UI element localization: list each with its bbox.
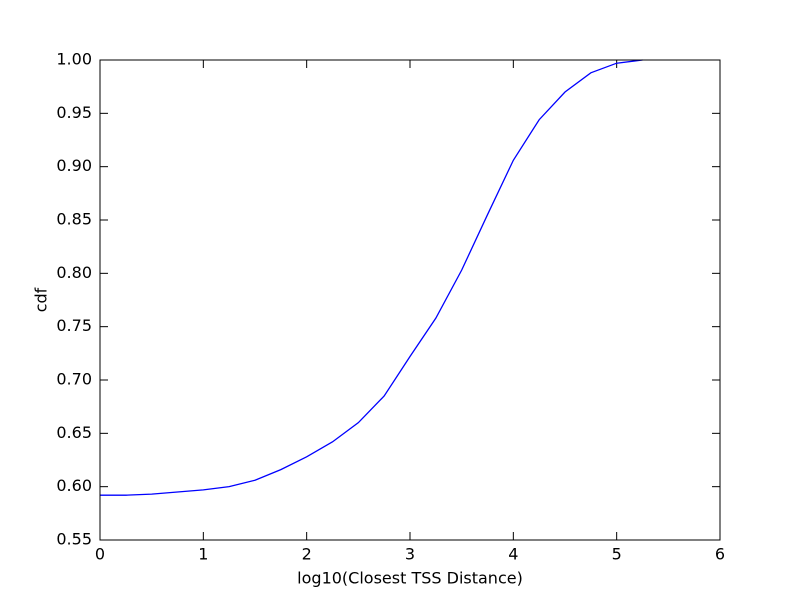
x-tick-label: 4 (508, 545, 518, 564)
x-tick-label: 5 (612, 545, 622, 564)
y-tick-label: 0.55 (56, 530, 92, 549)
y-tick-label: 1.00 (56, 50, 92, 69)
x-tick-label: 3 (405, 545, 415, 564)
data-line (100, 59, 643, 496)
y-tick-label: 0.70 (56, 370, 92, 389)
y-tick-label: 0.75 (56, 316, 92, 335)
y-tick-label: 0.95 (56, 103, 92, 122)
x-tick-label: 6 (715, 545, 725, 564)
x-tick-label: 2 (302, 545, 312, 564)
y-tick-label: 0.65 (56, 423, 92, 442)
y-tick-label: 0.85 (56, 210, 92, 229)
y-tick-label: 0.60 (56, 476, 92, 495)
plot-frame (99, 59, 721, 541)
y-tick-label: 0.80 (56, 263, 92, 282)
x-tick-label: 0 (95, 545, 105, 564)
x-axis-label: log10(Closest TSS Distance) (297, 569, 523, 588)
x-tick-label: 1 (198, 545, 208, 564)
y-tick-label: 0.90 (56, 156, 92, 175)
y-axis-label: cdf (32, 287, 51, 312)
